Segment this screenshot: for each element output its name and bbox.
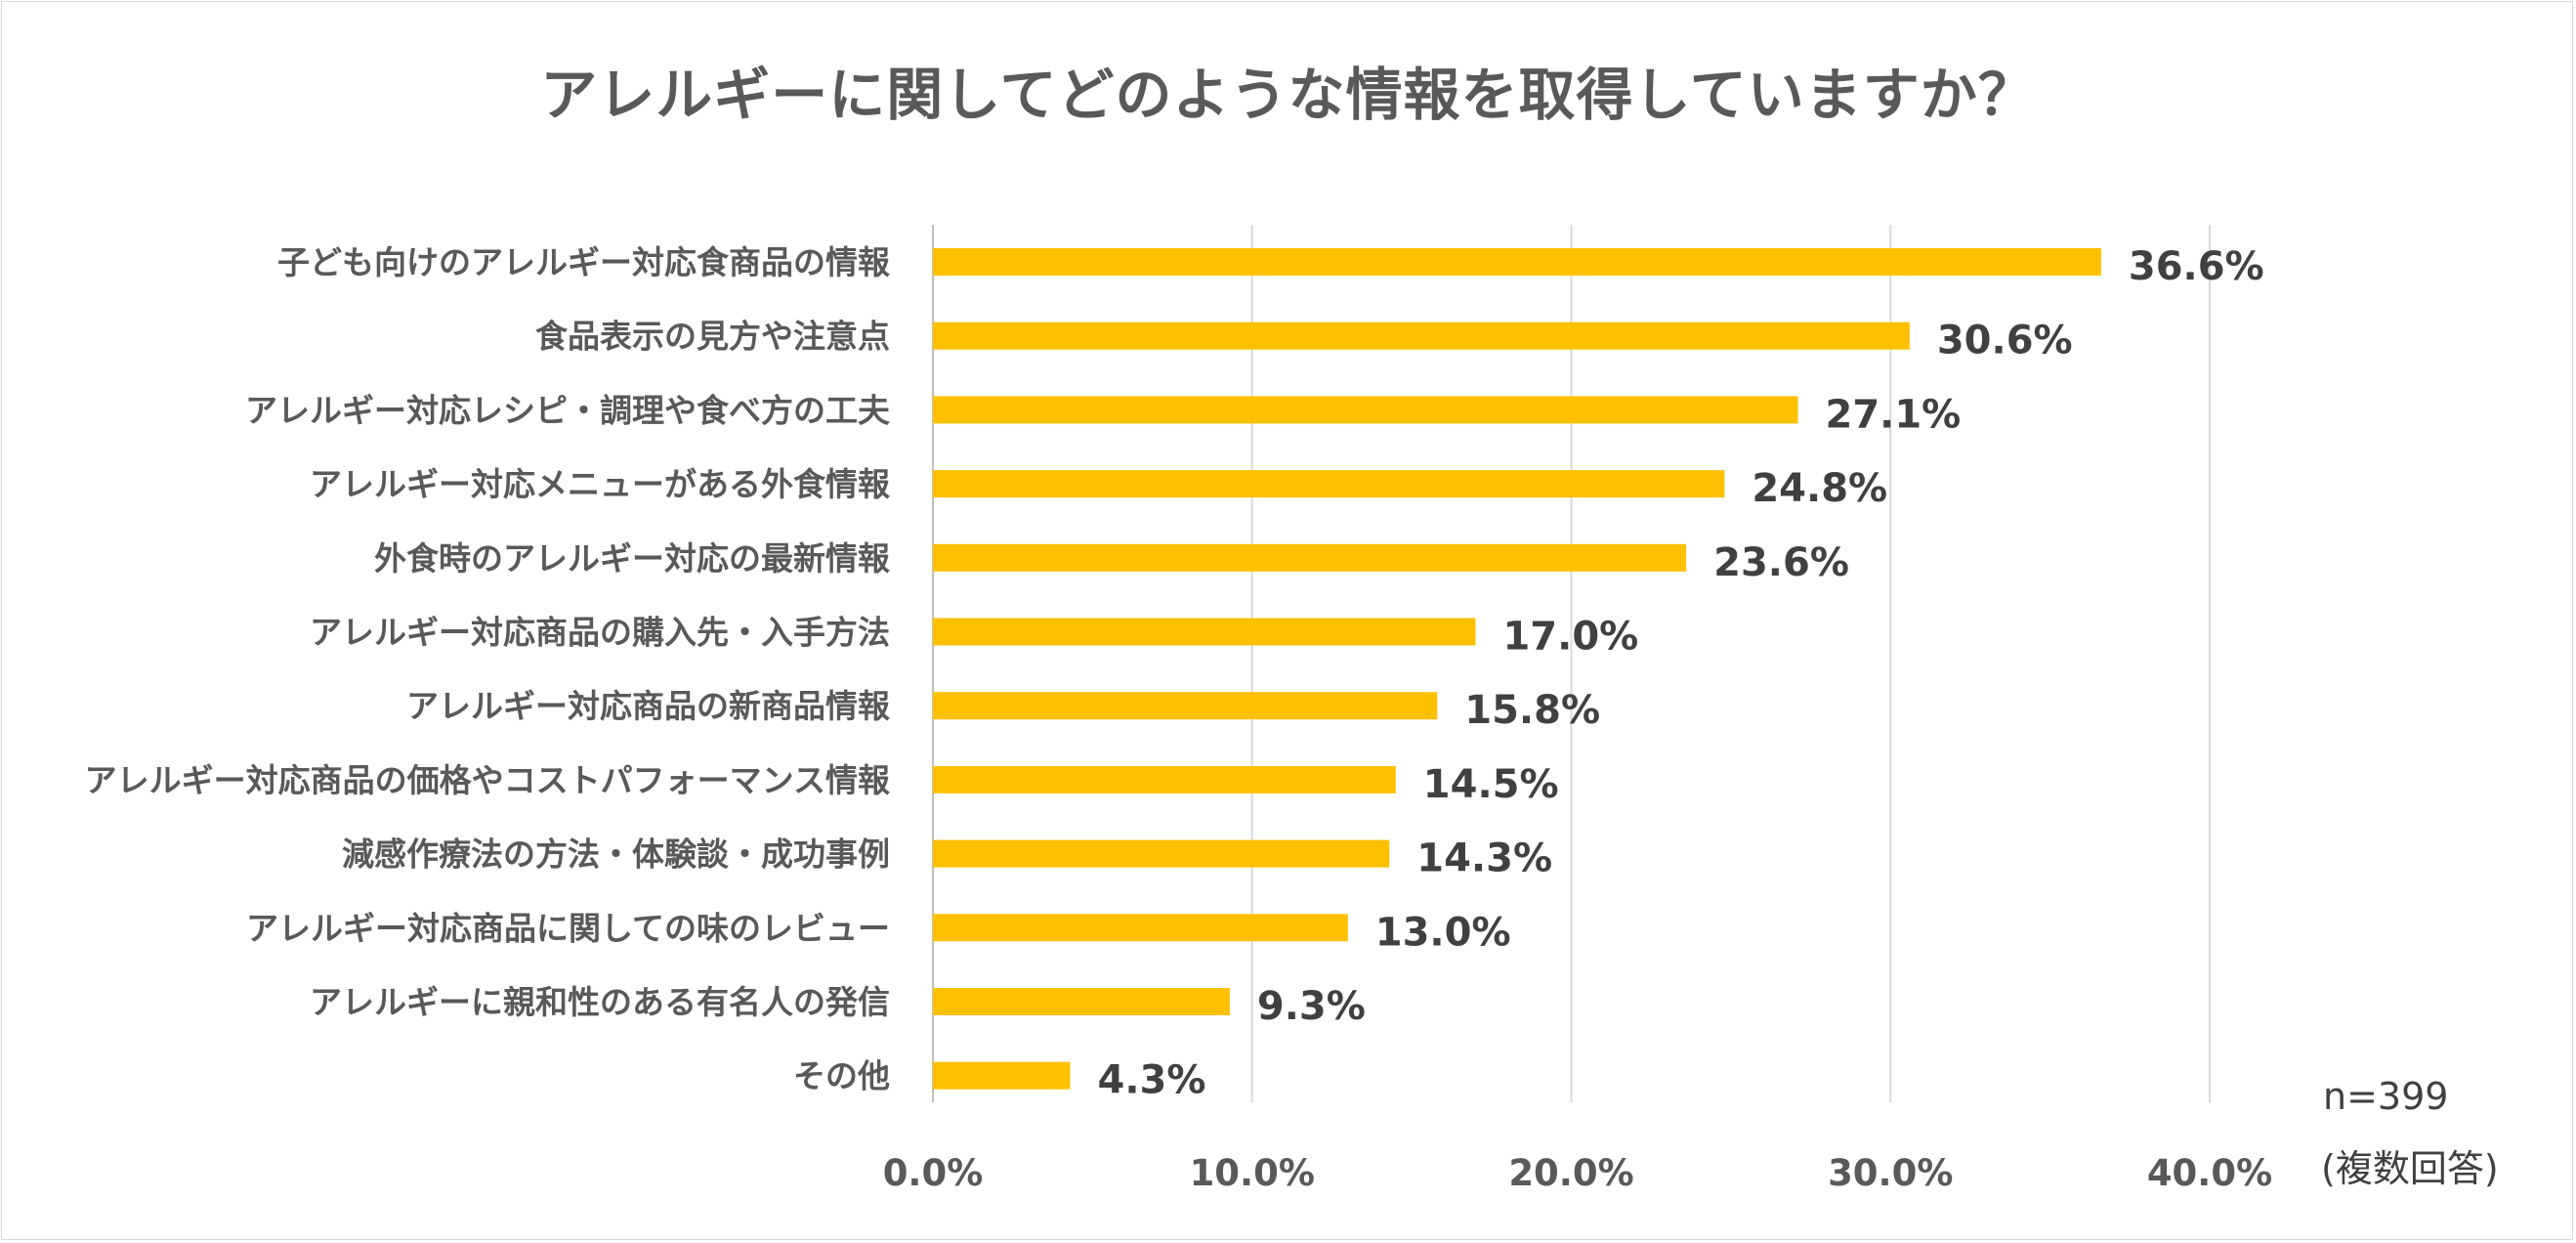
bar: [933, 1061, 1071, 1090]
category-label: アレルギー対応商品に関しての味のレビュー: [246, 909, 890, 947]
data-label: 14.3%: [1416, 836, 1552, 881]
category-label: アレルギー対応レシピ・調理や食べ方の工夫: [245, 391, 891, 429]
x-tick-label: 10.0%: [1190, 1152, 1315, 1194]
x-tick-label: 40.0%: [2147, 1152, 2272, 1194]
chart-title: アレルギーに関してどのような情報を取得していますか？: [540, 62, 2036, 128]
sample-size-note: n=399: [2323, 1075, 2449, 1118]
bar: [933, 765, 1396, 793]
category-label: 外食時のアレルギー対応の最新情報: [374, 539, 890, 578]
bar: [933, 988, 1230, 1015]
category-label: その他: [793, 1057, 890, 1095]
category-label: アレルギー対応商品の購入先・入手方法: [310, 614, 890, 652]
data-label: 24.8%: [1752, 466, 1887, 511]
category-label: アレルギー対応商品の価格やコストパフォーマンス情報: [85, 761, 890, 799]
category-label: アレルギーに親和性のある有名人の発信: [310, 983, 890, 1021]
data-label: 36.6%: [2129, 244, 2264, 289]
x-tick-label: 20.0%: [1508, 1152, 1633, 1194]
bar: [933, 914, 1348, 942]
bar: [933, 692, 1438, 720]
data-label: 27.1%: [1825, 392, 1961, 437]
data-label: 17.0%: [1502, 615, 1638, 660]
data-label: 14.5%: [1423, 762, 1559, 807]
data-label: 9.3%: [1257, 984, 1366, 1029]
category-label: 食品表示の見方や注意点: [535, 318, 890, 356]
category-label: 子ども向けのアレルギー対応食商品の情報: [277, 243, 890, 281]
category-label: 減感作療法の方法・体験談・成功事例: [342, 836, 890, 874]
data-label: 4.3%: [1098, 1058, 1206, 1103]
category-label: アレルギー対応商品の新商品情報: [406, 687, 890, 725]
x-tick-label: 0.0%: [883, 1152, 984, 1194]
bar: [933, 321, 1910, 350]
bar: [933, 543, 1687, 572]
x-tick-label: 30.0%: [1828, 1152, 1953, 1194]
data-label: 15.8%: [1464, 688, 1600, 733]
bar: [933, 470, 1725, 498]
data-label: 30.6%: [1937, 319, 2073, 364]
data-label: 13.0%: [1375, 910, 1511, 955]
category-label: アレルギー対応メニューがある外食情報: [310, 465, 890, 503]
multiple-answer-note: (複数回答): [2321, 1147, 2499, 1190]
bar: [933, 839, 1390, 868]
data-label: 23.6%: [1713, 540, 1849, 585]
bar: [933, 248, 2101, 276]
bar: [933, 618, 1476, 646]
bar: [933, 396, 1798, 424]
